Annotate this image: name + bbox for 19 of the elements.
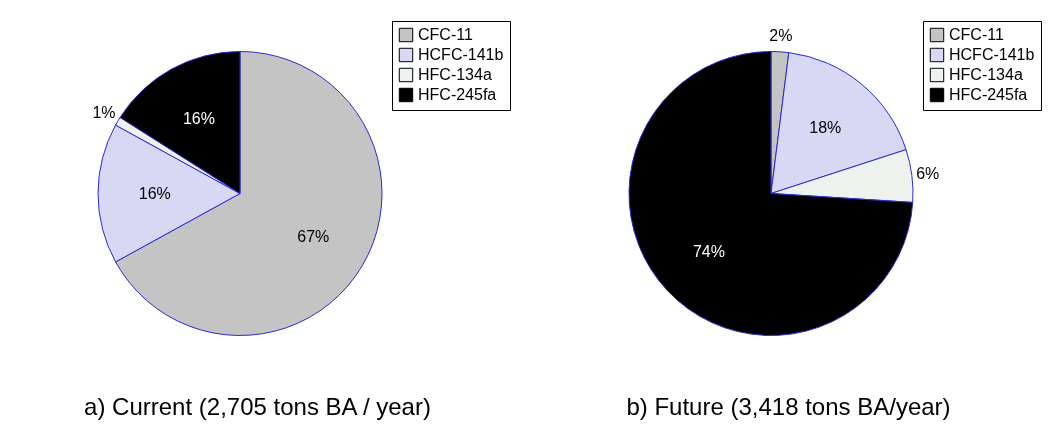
data-label: 2% (769, 26, 793, 44)
pie-slice (628, 51, 914, 336)
legend-label: HCFC-141b (418, 46, 504, 63)
legend-label: HFC-134a (949, 66, 1023, 83)
data-label: 16% (182, 109, 215, 127)
legend-label: CFC-11 (949, 26, 1004, 43)
data-label: 74% (692, 242, 725, 260)
legend-label: HFC-245fa (418, 86, 497, 103)
legend-label: CFC-11 (418, 26, 473, 43)
text: b) Future (3,418 tons BA/year) (626, 393, 951, 420)
legend-label: HCFC-141b (949, 46, 1035, 63)
text: a) Current (2,705 tons BA / year) (84, 393, 431, 420)
data-label: 1% (92, 104, 116, 122)
data-label: 67% (297, 227, 330, 245)
legend-label: HFC-245fa (949, 86, 1028, 103)
data-label: 6% (916, 164, 940, 182)
data-label: 16% (138, 184, 171, 202)
data-label: 18% (809, 118, 842, 136)
legend-label: HFC-134a (418, 66, 492, 83)
